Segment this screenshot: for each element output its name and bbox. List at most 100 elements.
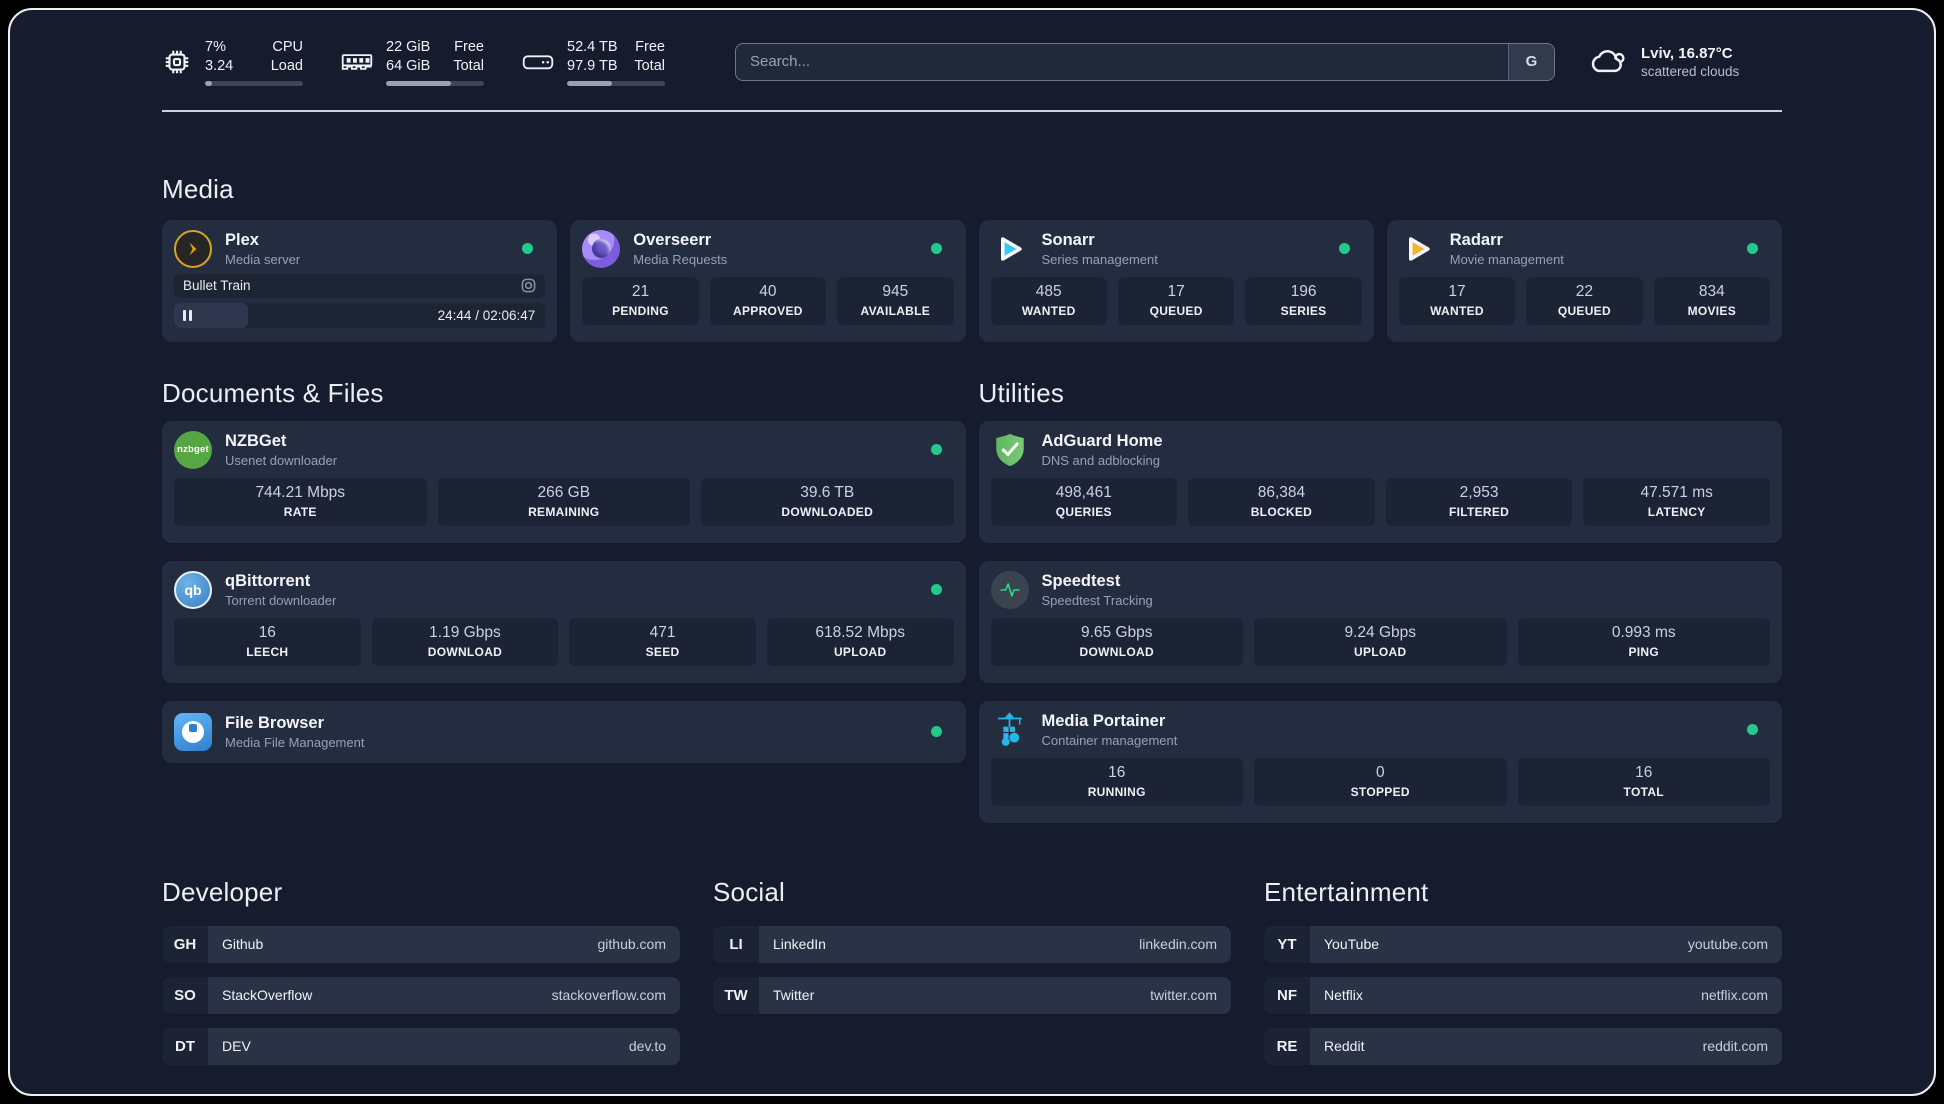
status-dot <box>930 726 942 738</box>
bookmark-abbr: YT <box>1264 925 1310 963</box>
stat-tile-available: 945 AVAILABLE <box>837 276 954 325</box>
service-name: Radarr <box>1449 230 1503 249</box>
disk-progress-bar <box>567 80 665 86</box>
search-input[interactable] <box>736 53 1508 71</box>
service-card-speedtest[interactable]: Speedtest Speedtest Tracking 9.65 Gbps D… <box>978 560 1782 683</box>
stat-tile-wanted: 485 WANTED <box>990 276 1107 325</box>
cpu-load-value: 3.24 <box>205 57 234 74</box>
service-card-nzbget[interactable]: nzbget NZBGet Usenet downloader 744.21 M… <box>162 420 966 543</box>
bookmark-stackoverflow[interactable]: SO StackOverflow stackoverflow.com <box>162 976 680 1014</box>
bookmark-abbr: NF <box>1264 976 1310 1014</box>
disk-free-label: Free <box>635 39 665 55</box>
bookmark-name: StackOverflow <box>222 987 313 1004</box>
service-card-plex[interactable]: Plex Media server Bullet Train 24:44 / 0… <box>162 219 558 342</box>
service-card-overseerr[interactable]: Overseerr Media Requests 21 PENDING 40 A… <box>570 219 966 342</box>
overseerr-logo-icon <box>582 229 621 268</box>
stat-tile-upload: 9.24 Gbps UPLOAD <box>1254 617 1507 666</box>
bookmark-url: dev.to <box>628 1038 666 1055</box>
weather-location: Lviv, 16.87°C <box>1641 44 1733 62</box>
status-dot <box>930 584 942 596</box>
memory-stat-widget: 22 GiB 64 GiB Free Total <box>341 38 484 86</box>
memory-icon <box>341 51 373 73</box>
section-title-media: Media <box>162 173 234 204</box>
service-description: DNS and adblocking <box>1041 452 1161 468</box>
bookmark-github[interactable]: GH Github github.com <box>162 925 680 963</box>
service-description: Media File Management <box>225 734 365 750</box>
section-title-social: Social <box>713 876 786 907</box>
bookmark-url: github.com <box>597 936 666 953</box>
stat-tile-queued: 22 QUEUED <box>1526 276 1643 325</box>
service-name: File Browser <box>225 713 325 732</box>
speedtest-logo-icon <box>990 570 1029 609</box>
stat-tile-download: 1.19 Gbps DOWNLOAD <box>371 617 559 666</box>
service-description: Container management <box>1041 732 1178 748</box>
stat-tile-wanted: 17 WANTED <box>1398 276 1516 325</box>
disk-total-value: 97.9 TB <box>567 57 618 74</box>
service-card-adguard[interactable]: AdGuard Home DNS and adblocking 498,461 … <box>978 420 1782 543</box>
bookmark-twitter[interactable]: TW Twitter twitter.com <box>713 976 1231 1014</box>
stat-tile-download: 9.65 Gbps DOWNLOAD <box>990 617 1243 666</box>
bookmark-abbr: RE <box>1264 1027 1310 1065</box>
media-type-icon <box>521 278 536 293</box>
memory-free-value: 22 GiB <box>386 39 431 55</box>
service-description: Torrent downloader <box>225 592 337 608</box>
bookmark-name: Reddit <box>1324 1038 1365 1055</box>
service-card-portainer[interactable]: Media Portainer Container management 16 … <box>978 700 1782 823</box>
cpu-usage-label: CPU <box>272 39 303 55</box>
section-title-developer: Developer <box>162 876 283 907</box>
stat-tile-filtered: 2,953 FILTERED <box>1385 477 1573 526</box>
bookmark-linkedin[interactable]: LI LinkedIn linkedin.com <box>713 925 1231 963</box>
radarr-logo-icon <box>1399 230 1437 268</box>
playback-time: 24:44 / 02:06:47 <box>437 307 536 323</box>
service-description: Speedtest Tracking <box>1041 592 1153 608</box>
bookmark-url: stackoverflow.com <box>551 987 666 1004</box>
stat-tile-downloaded: 39.6 TB DOWNLOADED <box>701 477 954 526</box>
stat-tile-queries: 498,461 QUERIES <box>990 477 1178 526</box>
cpu-icon <box>162 47 192 77</box>
plex-logo-icon <box>174 229 212 268</box>
bookmark-url: youtube.com <box>1687 936 1768 953</box>
cpu-usage-value: 7% <box>205 39 226 55</box>
stat-tile-pending: 21 PENDING <box>582 276 699 325</box>
disk-total-label: Total <box>634 57 665 74</box>
cpu-stat-widget: 7% 3.24 CPU Load <box>162 38 303 86</box>
bookmark-dev[interactable]: DT DEV dev.to <box>162 1027 680 1065</box>
weather-condition: scattered clouds <box>1641 63 1740 79</box>
filebrowser-logo-icon <box>174 712 212 751</box>
bookmark-name: Netflix <box>1324 987 1363 1004</box>
stat-tile-total: 16 TOTAL <box>1517 757 1770 806</box>
stat-tile-approved: 40 APPROVED <box>709 276 827 325</box>
service-card-radarr[interactable]: Radarr Movie management 17 WANTED 22 QUE… <box>1386 219 1782 342</box>
stat-tile-running: 16 RUNNING <box>990 757 1243 806</box>
disk-icon <box>522 50 554 74</box>
search-bar: G <box>735 42 1555 81</box>
bookmark-youtube[interactable]: YT YouTube youtube.com <box>1264 925 1782 963</box>
bookmark-abbr: DT <box>162 1027 208 1065</box>
service-name: NZBGet <box>225 431 287 450</box>
service-description: Media Requests <box>633 251 728 267</box>
bookmark-reddit[interactable]: RE Reddit reddit.com <box>1264 1027 1782 1065</box>
memory-total-value: 64 GiB <box>386 57 431 74</box>
search-engine-button[interactable]: G <box>1508 43 1554 80</box>
status-dot <box>1747 724 1758 736</box>
weather-widget: Lviv, 16.87°C scattered clouds <box>1587 45 1782 79</box>
header-divider <box>162 109 1782 112</box>
pause-icon[interactable] <box>183 309 192 321</box>
service-name: Speedtest <box>1041 571 1121 590</box>
now-playing-title-row: Bullet Train <box>174 273 546 298</box>
stat-tile-stopped: 0 STOPPED <box>1254 757 1507 806</box>
playback-progress-bar: 24:44 / 02:06:47 <box>174 302 546 328</box>
stat-tile-movies: 834 MOVIES <box>1653 276 1771 325</box>
service-card-sonarr[interactable]: Sonarr Series management 485 WANTED 17 Q… <box>978 219 1374 342</box>
stat-tile-leech: 16 LEECH <box>174 617 361 666</box>
stat-tile-queued: 17 QUEUED <box>1117 276 1235 325</box>
bookmark-netflix[interactable]: NF Netflix netflix.com <box>1264 976 1782 1014</box>
service-card-filebrowser[interactable]: File Browser Media File Management <box>162 700 966 763</box>
service-card-qbittorrent[interactable]: qb qBittorrent Torrent downloader 16 LEE… <box>162 560 966 683</box>
sonarr-logo-icon <box>991 230 1029 268</box>
service-name: AdGuard Home <box>1041 431 1163 450</box>
service-name: Overseerr <box>633 230 712 249</box>
section-title-documents: Documents & Files <box>162 377 384 408</box>
bookmark-name: LinkedIn <box>773 936 826 953</box>
service-name: Media Portainer <box>1041 711 1166 730</box>
